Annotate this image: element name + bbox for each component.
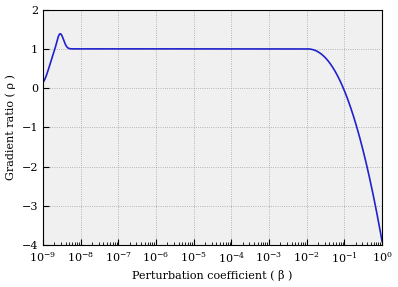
Y-axis label: Gradient ratio ( ρ ): Gradient ratio ( ρ ) [6, 75, 16, 181]
X-axis label: Perturbation coefficient ( β ): Perturbation coefficient ( β ) [133, 270, 293, 282]
